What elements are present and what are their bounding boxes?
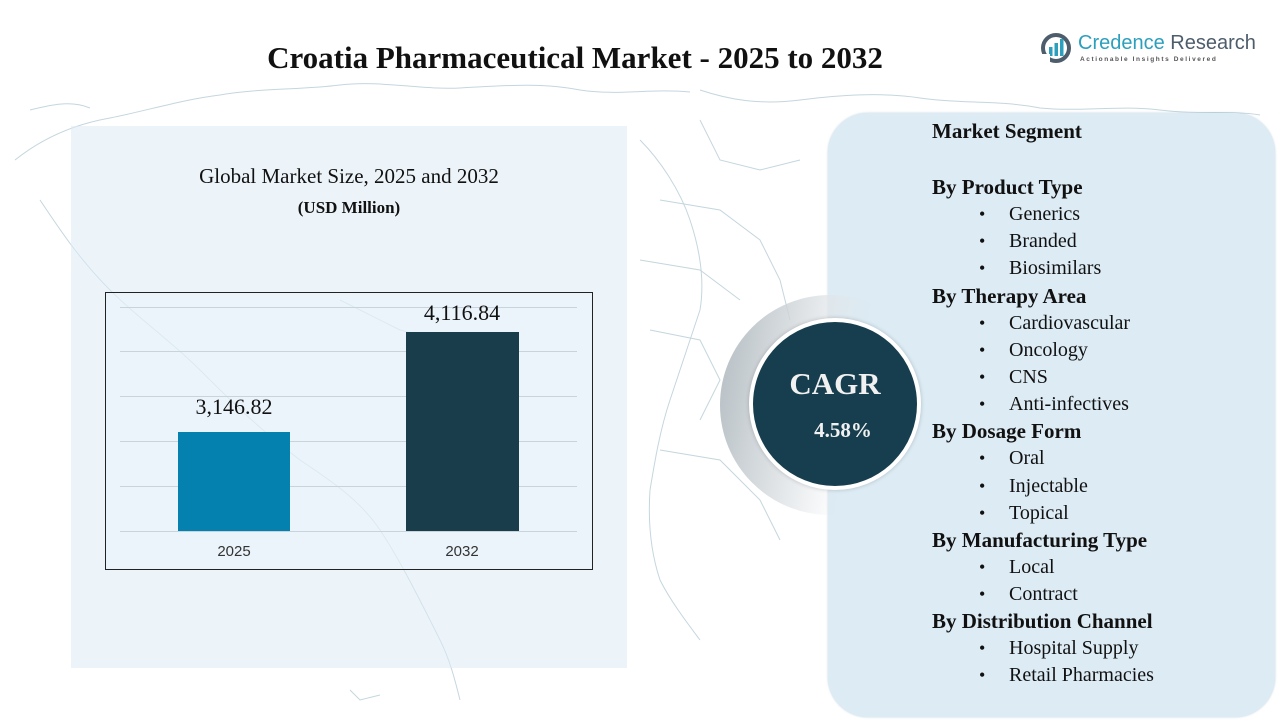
bullet-icon: • [979, 502, 986, 523]
x-tick-2032: 2032 [445, 543, 479, 560]
gridline [120, 351, 577, 352]
bullet-icon: • [979, 312, 986, 333]
gridline-baseline [120, 531, 577, 532]
bullet-icon: • [979, 475, 986, 496]
page-title: Croatia Pharmaceutical Market - 2025 to … [267, 40, 883, 75]
gridline [120, 307, 577, 308]
chart-panel [71, 126, 627, 668]
gridline [120, 441, 577, 442]
segment-item: • Topical [932, 500, 1272, 527]
segment-item: • Oncology [932, 337, 1272, 364]
market-segment-list: Market Segment By Product Type • Generics… [932, 118, 1272, 690]
bar-2025 [178, 432, 290, 531]
bullet-icon: • [979, 258, 986, 279]
segment-heading-distribution-channel: By Distribution Channel [932, 609, 1153, 634]
credence-research-logo: Credence Research Actionable Insights De… [1040, 30, 1260, 70]
segment-item: • Injectable [932, 473, 1272, 500]
gridline [120, 486, 577, 487]
bullet-icon: • [979, 394, 986, 415]
segment-item: • Retail Pharmacies [932, 662, 1272, 689]
bar-2032 [406, 332, 519, 531]
logo-chart-icon [1040, 33, 1071, 64]
bar-value-2032: 4,116.84 [423, 300, 501, 325]
bar-value-2025: 3,146.82 [195, 394, 273, 419]
segment-item: • Anti-infectives [932, 391, 1272, 418]
segment-title: Market Segment [932, 119, 1082, 143]
cagr-badge: CAGR 4.58% [749, 318, 921, 490]
bullet-icon: • [979, 204, 986, 224]
segment-item: • Cardiovascular [932, 310, 1272, 337]
segment-heading-product-type: By Product Type [932, 175, 1083, 199]
chart-title: Global Market Size, 2025 and 2032 [199, 164, 499, 188]
bullet-icon: • [979, 366, 986, 387]
segment-item: • Local [932, 554, 1272, 581]
segment-item: • Contract [932, 581, 1272, 608]
x-tick-2025: 2025 [217, 543, 251, 560]
segment-item: • Branded [932, 228, 1272, 255]
bullet-icon: • [979, 339, 986, 360]
logo-tagline: Actionable Insights Delivered [1080, 56, 1218, 63]
bullet-icon: • [979, 638, 986, 659]
segment-item: • Oral [932, 445, 1272, 472]
logo-name: Credence Research [1078, 32, 1256, 54]
chart-subtitle: (USD Million) [297, 198, 401, 217]
bullet-icon: • [979, 584, 986, 605]
segment-heading-therapy-area: By Therapy Area [932, 283, 1087, 308]
segment-item: • CNS [932, 364, 1272, 391]
bullet-icon: • [979, 665, 986, 686]
segment-item: • Hospital Supply [932, 635, 1272, 662]
segment-item: • Generics [932, 201, 1272, 228]
segment-heading-dosage-form: By Dosage Form [932, 419, 1082, 444]
cagr-label: CAGR [789, 366, 881, 401]
gridline [120, 396, 577, 397]
cagr-value: 4.58% [814, 418, 872, 442]
segment-heading-manufacturing-type: By Manufacturing Type [932, 527, 1148, 552]
bullet-icon: • [979, 231, 986, 252]
segment-item: • Biosimilars [932, 255, 1272, 282]
bullet-icon: • [979, 556, 986, 577]
bullet-icon: • [979, 448, 986, 469]
bar-chart: 3,146.82 4,116.84 2025 2032 [105, 292, 593, 570]
